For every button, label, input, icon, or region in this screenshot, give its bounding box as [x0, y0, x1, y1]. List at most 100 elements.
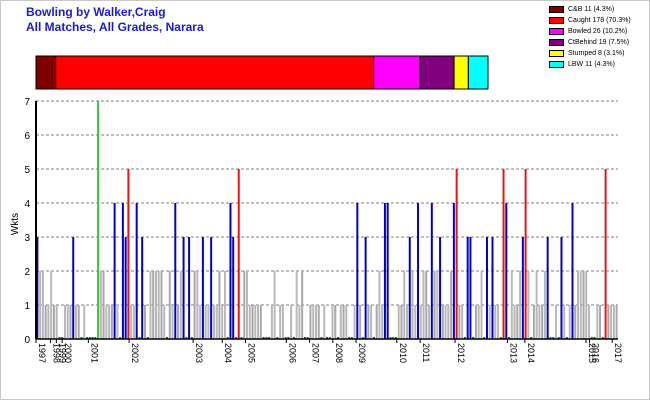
match-bar [160, 271, 163, 339]
match-bar [477, 305, 480, 339]
dismissal-segment [373, 55, 421, 90]
x-tick-label: 2008 [334, 343, 344, 363]
match-bar [461, 305, 464, 339]
y-tick-label: 3 [24, 233, 30, 244]
legend-swatch [549, 50, 564, 57]
x-tick-label: 1998 [52, 343, 62, 363]
match-bar [428, 305, 431, 339]
match-bar [353, 305, 356, 339]
match-bar [276, 337, 279, 339]
match-bar [207, 305, 210, 339]
match-bar [356, 203, 359, 339]
x-tick-label: 2015 [587, 343, 597, 363]
match-bar [257, 305, 260, 339]
match-bar [386, 203, 389, 339]
match-bar [607, 305, 610, 339]
match-bar [342, 305, 345, 339]
match-bar [516, 305, 519, 339]
match-bar [113, 203, 116, 339]
dismissal-segment [55, 55, 375, 90]
match-bar [50, 271, 53, 339]
match-bar [452, 203, 455, 339]
match-bar [99, 271, 102, 339]
match-bar [83, 305, 86, 339]
match-bar [246, 271, 249, 339]
match-bar [549, 337, 552, 339]
match-bar [215, 305, 218, 339]
match-bar [422, 271, 425, 339]
match-bar [337, 337, 340, 339]
match-bar [75, 305, 77, 339]
y-tick-label: 6 [24, 131, 30, 142]
match-bar [563, 305, 566, 339]
match-bar [234, 337, 237, 339]
y-tick-label: 2 [24, 267, 30, 278]
match-bar [527, 271, 530, 339]
match-bar [345, 305, 348, 339]
match-bar [530, 337, 533, 339]
match-bar [411, 271, 414, 339]
match-bar [474, 305, 477, 339]
x-tick-label: 2012 [456, 343, 466, 363]
match-bar [44, 305, 47, 339]
match-bar [36, 237, 39, 339]
match-bar [86, 337, 89, 339]
match-bar [251, 305, 254, 339]
match-bar [334, 305, 337, 339]
match-bar [414, 305, 417, 339]
match-bar [174, 203, 177, 339]
match-bar [612, 305, 615, 339]
match-bar [127, 169, 130, 339]
match-bar [281, 305, 284, 339]
legend-swatch [549, 28, 564, 35]
match-bar [521, 237, 524, 339]
match-bar [403, 271, 406, 339]
match-bar [201, 237, 204, 339]
match-bar [574, 305, 577, 339]
match-bar [182, 237, 185, 339]
match-bar [212, 305, 215, 339]
match-bar [472, 337, 475, 339]
match-bar [163, 305, 166, 339]
match-bar [66, 305, 69, 339]
legend-item: LBW 11 (4.3%) [549, 59, 631, 70]
x-tick-label: 2014 [526, 343, 536, 363]
match-bar [80, 337, 83, 339]
match-bar [188, 237, 191, 339]
match-bar [154, 271, 157, 339]
match-bar [543, 271, 546, 339]
match-bar [226, 337, 229, 339]
match-bar [378, 271, 381, 339]
title-line-1: Bowling by Walker,Craig [26, 5, 166, 19]
match-bar [223, 271, 226, 339]
dismissal-segment [35, 55, 57, 90]
match-bar [105, 305, 108, 339]
match-bar [560, 237, 563, 339]
match-bar [557, 337, 560, 339]
match-bar [508, 337, 511, 339]
match-bar [483, 337, 486, 339]
match-bar [292, 337, 295, 339]
legend-swatch [549, 61, 564, 68]
match-bar [72, 237, 75, 339]
match-bar [309, 305, 312, 339]
match-bar [94, 337, 97, 339]
match-bar [47, 305, 50, 339]
match-bar [466, 237, 469, 339]
match-bar [171, 305, 174, 339]
x-tick-label: 2009 [357, 343, 367, 363]
match-bar [444, 305, 447, 339]
match-bar [519, 271, 522, 339]
match-bar [370, 305, 373, 339]
chart-title: Bowling by Walker,Craig All Matches, All… [26, 5, 204, 35]
match-bar [268, 337, 271, 339]
match-bar [510, 271, 513, 339]
match-bar [541, 305, 544, 339]
match-bar [312, 305, 315, 339]
x-tick-label: 2005 [247, 343, 257, 363]
match-bar [204, 305, 207, 339]
legend-label: Bowled 26 (10.2%) [568, 28, 628, 35]
match-bar [295, 271, 298, 339]
match-bar [210, 237, 213, 339]
match-bar [447, 305, 450, 339]
